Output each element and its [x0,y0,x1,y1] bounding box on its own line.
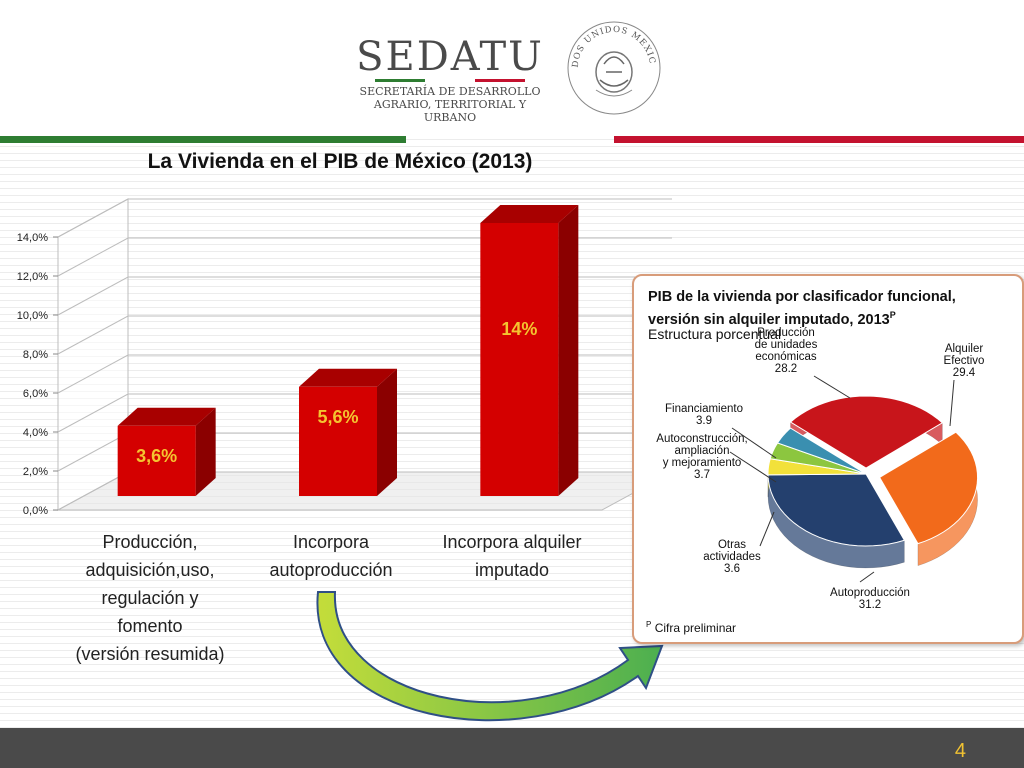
pie-slice [769,442,867,475]
category-label-line: autoproducción [269,560,393,580]
logo-line-2: AGRARIO, TERRITORIAL Y URBANO [373,98,527,124]
green-stripe [0,136,406,143]
pie-slice [878,431,979,545]
pie-slice [767,473,906,547]
mexico-seal-icon: ESTADOS UNIDOS MEXICANOS [566,20,661,115]
pie-slice-label: Otras [718,539,746,551]
y-tick-label: 2,0% [23,466,48,478]
pie-slice [776,427,867,475]
side-wall [57,198,129,511]
chart-title: La Vivienda en el PIB de México (2013) [147,150,533,173]
category-label-line: Incorpora [292,532,370,552]
pie-chart-subtitle: Estructura porcentual [648,326,782,342]
y-tick-label: 6,0% [23,388,48,400]
footer-bar [0,728,1024,768]
bar-side [195,407,216,496]
sedatu-logo: SEDATU SECRETARÍA DE DESARROLLO AGRARIO,… [355,36,545,124]
pie-slice-label: Financiamiento [665,403,743,415]
bar-chart: 0,0% 2,0% 4,0% 6,0% 8,0% 10,0% 12,0% 14,0% 3,6% 5… [17,198,673,517]
bar-top [117,407,216,426]
pie-slice-label: 31.2 [859,599,881,611]
category-label-line: Producción, [102,532,198,552]
grid-line [57,237,672,277]
pie-slice-label: Alquiler [945,343,984,355]
pie-chart-title: PIB de la vivienda por clasificador func… [648,289,956,328]
pie-slice-label: Autoproducción [830,587,910,599]
bar-top [480,205,579,223]
category-label-line: fomento [117,616,183,636]
category-label-line: regulación y [101,588,199,608]
pie-slice-label: 3.9 [696,415,712,427]
category-label-line: (versión resumida) [75,644,225,664]
pie-leader-line [729,451,777,483]
header-background [0,0,1024,135]
bar-data-label: 14% [501,319,537,339]
pie-leader-line [813,375,851,399]
seal-text: ESTADOS UNIDOS MEXICANOS [566,20,656,68]
pie-slice-label: y mejoramiento [663,457,742,469]
pie-slice-label: ampliación [675,445,730,457]
category-label-line: Incorpora alquiler [442,532,582,552]
bar-data-label: 5,6% [317,407,358,427]
y-tick-label: 8,0% [23,349,48,361]
pie-chart-panel: PIB de la vivienda por clasificador func… [632,274,1024,644]
y-tick-label: 10,0% [17,310,48,322]
y-tick-label: 4,0% [23,427,48,439]
bar [117,425,196,496]
category-label-line: adquisición,uso, [85,560,215,580]
pie-slice-label: Producción [757,327,815,339]
grid-line [57,315,672,355]
pie-slice [789,395,944,469]
category-label-2: Incorpora alquiler imputado [417,528,607,584]
pie-leader-line [759,511,775,547]
pie-slice-label: actividades [703,551,761,563]
bar-top [299,368,397,387]
pie-slice-label: 28.2 [775,363,797,375]
grid-line [57,198,672,238]
y-tick-label: 0,0% [23,505,48,517]
y-tick-label: 14,0% [17,232,48,244]
bar-side [558,205,579,496]
category-label-line: imputado [474,560,550,580]
pie-slice-label: 3.6 [724,563,740,575]
pie-slice-label: Efectivo [944,355,985,367]
pie-slice-label: 3.7 [694,469,710,481]
bar-data-label: 3,6% [136,446,177,466]
category-label-0: Producción, adquisición,uso, regulación y f… [55,528,245,668]
grid-line [57,276,672,316]
red-stripe [614,136,1024,143]
pie-leader-line [949,379,955,427]
pie-slice-label: Autoconstrucción, [656,433,747,445]
preliminary-note: P Cifra preliminar [646,620,737,635]
bar [480,223,559,496]
page-number: 4 [954,740,966,762]
logo-name: SEDATU [356,34,544,80]
pie-leader-line [859,571,875,583]
pie-slice-label: de unidades [755,339,818,351]
pie-slice-label: 29.4 [953,367,976,379]
y-tick-label: 12,0% [17,271,48,283]
bar-side [377,368,397,496]
category-label-1: Incorpora autoproducción [236,528,426,584]
pie-leader-line [731,427,777,459]
logo-color-bars [375,79,525,82]
bar [299,386,377,496]
pie-slice-label: económicas [755,351,817,363]
svg-text:ESTADOS UNIDOS MEXICANOS: ESTADOS UNIDOS MEXICANOS [566,20,657,68]
logo-line-1: SECRETARÍA DE DESARROLLO [359,85,541,98]
